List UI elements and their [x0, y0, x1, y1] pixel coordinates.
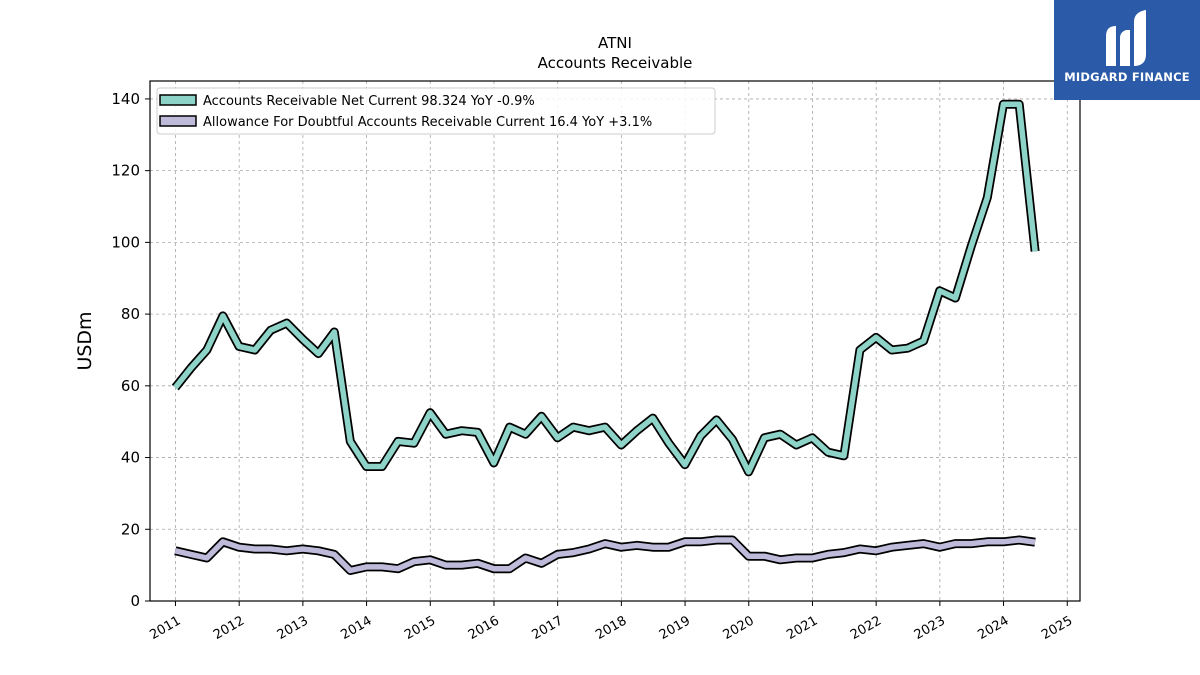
grid-lines	[150, 81, 1080, 602]
y-tick-label: 80	[121, 305, 140, 323]
x-tick-label: 2023	[912, 613, 948, 643]
y-tick-label: 20	[121, 520, 140, 538]
legend-swatch-0	[159, 94, 197, 106]
x-tick-label: 2012	[211, 613, 247, 643]
legend-label-0: Accounts Receivable Net Current 98.324 Y…	[203, 94, 535, 109]
x-tick-label: 2011	[147, 613, 183, 643]
x-tick-label: 2022	[848, 613, 884, 643]
x-tick-label: 2021	[784, 613, 820, 643]
x-tick-label: 2018	[593, 613, 629, 643]
plot-area-frame	[149, 80, 1081, 602]
x-axis: 2011 2012 2013 2014 2015 2016 2017 2018 2019 2020…	[147, 601, 1075, 643]
x-tick-label: 2019	[657, 613, 693, 643]
series-outline-0	[171, 99, 1040, 477]
x-tick-label: 2015	[402, 613, 438, 643]
x-tick-label: 2013	[275, 613, 311, 643]
y-tick-label: 120	[111, 162, 140, 180]
chart-title: ATNI	[598, 34, 632, 52]
series-line-0	[173, 101, 1038, 475]
x-tick-label: 2025	[1039, 613, 1075, 643]
midgard-logo-wordmark: MIDGARD FINANCE	[1064, 70, 1190, 84]
y-tick-label: 0	[130, 592, 140, 610]
x-tick-label: 2017	[530, 613, 566, 643]
y-axis: 0 20 40 60 80 100 120 140	[111, 90, 150, 610]
series-layer	[171, 99, 1040, 575]
series-line-1	[174, 537, 1036, 574]
legend-box	[156, 87, 716, 135]
midgard-finance-logo: MIDGARD FINANCE	[1054, 0, 1200, 100]
midgard-logo-mark-icon	[1106, 10, 1146, 66]
x-tick-label: 2020	[721, 613, 757, 643]
legend-label-1: Allowance For Doubtful Accounts Receivab…	[203, 115, 652, 130]
chart-subtitle: Accounts Receivable	[538, 54, 693, 72]
y-tick-label: 40	[121, 449, 140, 467]
x-tick-label: 2024	[975, 613, 1011, 643]
y-axis-label: USDm	[74, 311, 96, 370]
legend-swatch-1	[159, 115, 197, 127]
x-tick-label: 2016	[466, 613, 502, 643]
x-tick-label: 2014	[338, 613, 374, 643]
y-tick-label: 60	[121, 377, 140, 395]
legend: Accounts Receivable Net Current 98.324 Y…	[156, 87, 716, 135]
y-tick-label: 140	[111, 90, 140, 108]
y-tick-label: 100	[111, 233, 140, 251]
